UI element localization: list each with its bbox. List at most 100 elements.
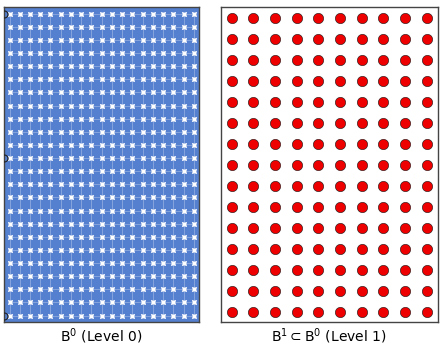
Point: [6, 313, 13, 318]
Point: [250, 225, 257, 230]
Point: [315, 162, 322, 167]
Point: [118, 195, 126, 200]
Point: [47, 155, 54, 161]
Point: [108, 313, 115, 318]
Point: [88, 247, 95, 253]
Point: [16, 208, 23, 213]
Point: [293, 57, 301, 62]
Point: [16, 129, 23, 135]
Point: [88, 299, 95, 305]
Point: [57, 247, 64, 253]
Point: [170, 11, 177, 17]
Point: [108, 286, 115, 292]
Point: [37, 286, 44, 292]
Point: [423, 246, 431, 251]
Point: [337, 309, 344, 314]
Point: [139, 50, 146, 56]
Point: [250, 288, 257, 293]
Point: [6, 24, 13, 30]
Point: [118, 182, 126, 187]
Point: [160, 155, 167, 161]
Point: [180, 247, 187, 253]
Point: [47, 182, 54, 187]
Point: [37, 260, 44, 266]
Point: [380, 309, 387, 314]
Point: [98, 299, 105, 305]
Point: [160, 273, 167, 279]
Point: [68, 313, 75, 318]
Point: [6, 299, 13, 305]
Point: [139, 37, 146, 43]
Point: [149, 169, 156, 174]
Point: [180, 76, 187, 82]
Point: [423, 162, 431, 167]
Point: [57, 299, 64, 305]
Point: [47, 103, 54, 108]
Point: [271, 120, 279, 125]
Point: [358, 78, 366, 84]
Point: [37, 155, 44, 161]
Point: [380, 204, 387, 210]
Point: [170, 299, 177, 305]
Point: [68, 11, 75, 17]
Point: [108, 63, 115, 69]
Point: [139, 313, 146, 318]
Point: [88, 260, 95, 266]
Point: [16, 286, 23, 292]
Point: [78, 234, 85, 240]
Point: [118, 286, 126, 292]
Point: [337, 225, 344, 230]
Point: [16, 234, 23, 240]
Point: [149, 76, 156, 82]
Point: [229, 267, 236, 273]
Point: [315, 57, 322, 62]
Point: [293, 36, 301, 41]
Point: [6, 90, 13, 95]
Point: [37, 182, 44, 187]
Point: [129, 195, 136, 200]
Point: [293, 267, 301, 273]
Point: [180, 90, 187, 95]
Point: [88, 142, 95, 148]
Point: [170, 169, 177, 174]
Point: [380, 141, 387, 147]
Point: [149, 103, 156, 108]
Point: [98, 37, 105, 43]
Point: [68, 247, 75, 253]
Point: [315, 246, 322, 251]
Point: [293, 78, 301, 84]
Point: [78, 116, 85, 121]
Point: [337, 204, 344, 210]
Point: [78, 221, 85, 227]
Point: [271, 309, 279, 314]
Point: [358, 183, 366, 188]
Point: [68, 24, 75, 30]
Point: [337, 57, 344, 62]
Point: [190, 260, 197, 266]
Point: [190, 313, 197, 318]
Point: [190, 299, 197, 305]
Point: [6, 50, 13, 56]
Point: [108, 103, 115, 108]
Point: [108, 37, 115, 43]
Point: [37, 247, 44, 253]
Point: [118, 63, 126, 69]
Point: [160, 182, 167, 187]
Point: [118, 169, 126, 174]
Point: [229, 120, 236, 125]
Point: [37, 221, 44, 227]
Point: [88, 286, 95, 292]
Point: [88, 234, 95, 240]
Point: [57, 195, 64, 200]
Point: [6, 169, 13, 174]
Point: [170, 286, 177, 292]
Point: [180, 129, 187, 135]
Point: [78, 76, 85, 82]
Point: [57, 103, 64, 108]
Point: [118, 11, 126, 17]
Point: [337, 120, 344, 125]
Point: [271, 246, 279, 251]
Point: [78, 247, 85, 253]
Point: [402, 225, 409, 230]
Point: [78, 208, 85, 213]
